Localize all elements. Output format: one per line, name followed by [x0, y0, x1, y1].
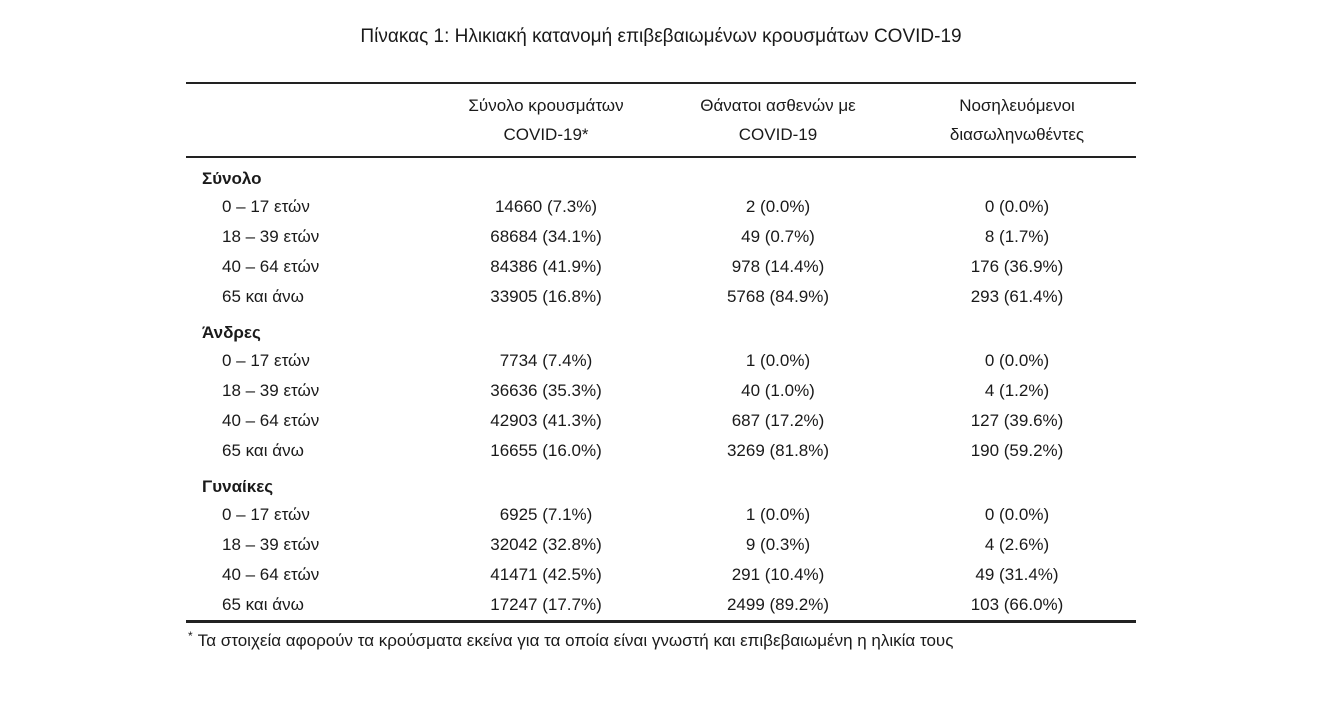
- table-header: Σύνολο κρουσμάτων COVID-19* Θάνατοι ασθε…: [186, 83, 1136, 158]
- intubated-cell: 293 (61.4%): [970, 287, 1064, 306]
- deaths-cell: 2499 (89.2%): [726, 595, 830, 614]
- intubated-cell: 4 (2.6%): [984, 535, 1050, 554]
- deaths-cell: 291 (10.4%): [731, 565, 825, 584]
- cases-cell: 7734 (7.4%): [499, 351, 593, 370]
- section-header-label: Άνδρες: [202, 323, 261, 342]
- cases-cell: 68684 (34.1%): [490, 227, 602, 246]
- table-row: 65 και άνω 16655 (16.0%) 3269 (81.8%) 19…: [186, 436, 1136, 466]
- cases-cell: 41471 (42.5%): [490, 565, 602, 584]
- table-body: Σύνολο 0 – 17 ετών 14660 (7.3%) 2 (0.0%)…: [186, 157, 1136, 622]
- column-header-deaths: Θάνατοι ασθενών με COVID-19: [658, 83, 898, 158]
- intubated-cell: 8 (1.7%): [984, 227, 1050, 246]
- deaths-cell: 687 (17.2%): [731, 411, 825, 430]
- table-row: 65 και άνω 17247 (17.7%) 2499 (89.2%) 10…: [186, 590, 1136, 622]
- row-label-column-header: [186, 83, 434, 158]
- footnote-text: Τα στοιχεία αφορούν τα κρούσματα εκείνα …: [197, 631, 954, 650]
- intubated-cell: 103 (66.0%): [970, 595, 1064, 614]
- section-header-label: Γυναίκες: [202, 477, 274, 496]
- intubated-cell: 127 (39.6%): [970, 411, 1064, 430]
- deaths-cell: 978 (14.4%): [731, 257, 825, 276]
- column-header-cases-line1: Σύνολο κρουσμάτων: [468, 96, 624, 115]
- deaths-cell: 9 (0.3%): [745, 535, 811, 554]
- cases-cell: 36636 (35.3%): [490, 381, 602, 400]
- column-header-intubated: Νοσηλευόμενοι διασωληνωθέντες: [898, 83, 1136, 158]
- age-band-label: 40 – 64 ετών: [222, 257, 320, 276]
- age-band-label: 0 – 17 ετών: [222, 351, 310, 370]
- table-row: 18 – 39 ετών 68684 (34.1%) 49 (0.7%) 8 (…: [186, 222, 1136, 252]
- section-header-total: Σύνολο: [186, 157, 1136, 192]
- age-band-label: 0 – 17 ετών: [222, 505, 310, 524]
- deaths-cell: 5768 (84.9%): [726, 287, 830, 306]
- age-band-label: 65 και άνω: [222, 287, 304, 306]
- cases-cell: 6925 (7.1%): [499, 505, 593, 524]
- cases-cell: 16655 (16.0%): [490, 441, 602, 460]
- deaths-cell: 40 (1.0%): [741, 381, 815, 400]
- intubated-cell: 0 (0.0%): [984, 197, 1050, 216]
- table-row: 18 – 39 ετών 32042 (32.8%) 9 (0.3%) 4 (2…: [186, 530, 1136, 560]
- age-band-label: 65 και άνω: [222, 441, 304, 460]
- intubated-cell: 0 (0.0%): [984, 505, 1050, 524]
- cases-cell: 32042 (32.8%): [490, 535, 602, 554]
- column-header-intubated-line1: Νοσηλευόμενοι: [959, 96, 1075, 115]
- table-title: Πίνακας 1: Ηλικιακή κατανομή επιβεβαιωμέ…: [360, 26, 962, 47]
- table-container: Σύνολο κρουσμάτων COVID-19* Θάνατοι ασθε…: [186, 82, 1136, 653]
- intubated-cell: 176 (36.9%): [970, 257, 1064, 276]
- cases-cell: 17247 (17.7%): [490, 595, 602, 614]
- intubated-cell: 190 (59.2%): [970, 441, 1064, 460]
- intubated-cell: 49 (31.4%): [975, 565, 1059, 584]
- age-band-label: 0 – 17 ετών: [222, 197, 310, 216]
- column-header-deaths-line2: COVID-19: [738, 125, 818, 144]
- age-band-label: 65 και άνω: [222, 595, 304, 614]
- deaths-cell: 49 (0.7%): [741, 227, 815, 246]
- deaths-cell: 3269 (81.8%): [726, 441, 830, 460]
- age-band-label: 18 – 39 ετών: [222, 381, 320, 400]
- footnote-asterisk: *: [188, 629, 193, 643]
- table-row: 0 – 17 ετών 14660 (7.3%) 2 (0.0%) 0 (0.0…: [186, 192, 1136, 222]
- deaths-cell: 1 (0.0%): [745, 351, 811, 370]
- table-row: 0 – 17 ετών 6925 (7.1%) 1 (0.0%) 0 (0.0%…: [186, 500, 1136, 530]
- column-header-cases-line2: COVID-19*: [503, 125, 589, 144]
- age-band-label: 40 – 64 ετών: [222, 565, 320, 584]
- section-header-label: Σύνολο: [202, 169, 262, 188]
- cases-cell: 33905 (16.8%): [490, 287, 602, 306]
- table-row: 65 και άνω 33905 (16.8%) 5768 (84.9%) 29…: [186, 282, 1136, 312]
- column-header-cases: Σύνολο κρουσμάτων COVID-19*: [434, 83, 658, 158]
- intubated-cell: 4 (1.2%): [984, 381, 1050, 400]
- deaths-cell: 2 (0.0%): [745, 197, 811, 216]
- covid-age-distribution-table: Σύνολο κρουσμάτων COVID-19* Θάνατοι ασθε…: [186, 82, 1136, 623]
- section-header-women: Γυναίκες: [186, 466, 1136, 500]
- footnote: * Τα στοιχεία αφορούν τα κρούσματα εκείνα…: [186, 629, 1136, 653]
- table-row: 40 – 64 ετών 84386 (41.9%) 978 (14.4%) 1…: [186, 252, 1136, 282]
- column-header-intubated-line2: διασωληνωθέντες: [949, 125, 1085, 144]
- column-header-deaths-line1: Θάνατοι ασθενών με: [700, 96, 856, 115]
- table-row: 18 – 39 ετών 36636 (35.3%) 40 (1.0%) 4 (…: [186, 376, 1136, 406]
- cases-cell: 84386 (41.9%): [490, 257, 602, 276]
- table-row: 40 – 64 ετών 41471 (42.5%) 291 (10.4%) 4…: [186, 560, 1136, 590]
- intubated-cell: 0 (0.0%): [984, 351, 1050, 370]
- deaths-cell: 1 (0.0%): [745, 505, 811, 524]
- age-band-label: 40 – 64 ετών: [222, 411, 320, 430]
- table-row: 0 – 17 ετών 7734 (7.4%) 1 (0.0%) 0 (0.0%…: [186, 346, 1136, 376]
- section-header-men: Άνδρες: [186, 312, 1136, 346]
- cases-cell: 14660 (7.3%): [494, 197, 598, 216]
- cases-cell: 42903 (41.3%): [490, 411, 602, 430]
- age-band-label: 18 – 39 ετών: [222, 227, 320, 246]
- age-band-label: 18 – 39 ετών: [222, 535, 320, 554]
- header-row: Σύνολο κρουσμάτων COVID-19* Θάνατοι ασθε…: [186, 83, 1136, 158]
- table-row: 40 – 64 ετών 42903 (41.3%) 687 (17.2%) 1…: [186, 406, 1136, 436]
